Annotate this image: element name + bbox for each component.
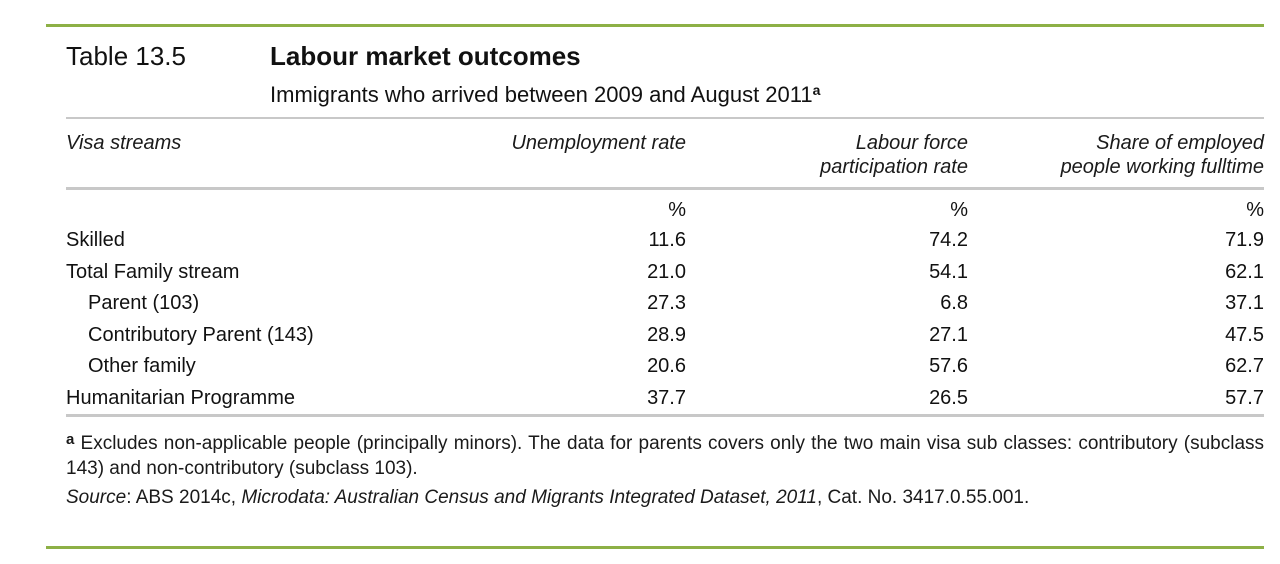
- table-row: Parent (103) 27.3 6.8 37.1: [66, 287, 1264, 319]
- cell-fulltime-share: 37.1: [1225, 292, 1264, 315]
- unit-unemployment: %: [668, 199, 686, 221]
- source-text-start: : ABS 2014c,: [126, 487, 242, 508]
- cell-participation-rate: 74.2: [929, 229, 968, 251]
- cell-unemployment-rate: 37.7: [647, 387, 686, 409]
- source-dataset-title: Microdata: Australian Census and Migrant…: [241, 487, 817, 508]
- footnote: a Excludes non-applicable people (princi…: [66, 427, 1264, 481]
- row-label: Other family: [88, 355, 196, 378]
- column-header-fulltime-line2: people working fulltime: [1060, 156, 1264, 178]
- column-header-participation-line1: Labour force: [855, 132, 968, 154]
- cell-unemployment-rate: 28.9: [647, 323, 686, 346]
- table-title: Labour market outcomes: [270, 41, 581, 71]
- table-row: Skilled 11.6 74.2 71.9: [66, 224, 1264, 256]
- cell-fulltime-share: 57.7: [1225, 387, 1264, 409]
- column-header-participation-line2: participation rate: [820, 156, 968, 178]
- table-row: Other family 20.6 57.6 62.7: [66, 350, 1264, 382]
- cell-fulltime-share: 71.9: [1225, 229, 1264, 251]
- source-label: Source: [66, 487, 127, 508]
- cell-fulltime-share: 62.7: [1225, 355, 1264, 378]
- table-number: Table 13.5: [66, 41, 186, 71]
- cell-unemployment-rate: 20.6: [647, 355, 686, 378]
- body-bottom-rule: [66, 414, 1264, 417]
- subtitle-note-marker: a: [812, 82, 821, 98]
- table-row: Contributory Parent (143) 28.9 27.1 47.5: [66, 319, 1264, 351]
- source-note: Source: ABS 2014c, Microdata: Australian…: [66, 485, 1264, 510]
- cell-participation-rate: 27.1: [929, 323, 968, 346]
- row-label: Humanitarian Programme: [66, 387, 295, 409]
- header-bottom-rule: [66, 187, 1264, 190]
- column-header-fulltime-line1: Share of employed: [1096, 132, 1264, 154]
- subtitle-text: Immigrants who arrived between 2009 and …: [270, 82, 813, 107]
- table-subtitle: Immigrants who arrived between 2009 and …: [270, 82, 820, 108]
- cell-participation-rate: 6.8: [940, 292, 968, 315]
- table-frame: Table 13.5 Labour market outcomes Immigr…: [46, 24, 1264, 549]
- row-label: Total Family stream: [66, 260, 240, 283]
- cell-participation-rate: 57.6: [929, 355, 968, 378]
- cell-unemployment-rate: 11.6: [648, 229, 686, 251]
- column-header-unemployment-rate: Unemployment rate: [511, 132, 686, 154]
- column-header-fulltime-share: Share of employed people working fulltim…: [1061, 131, 1264, 179]
- cell-participation-rate: 54.1: [929, 260, 968, 283]
- cell-fulltime-share: 47.5: [1225, 323, 1264, 346]
- table-row: Total Family stream 21.0 54.1 62.1: [66, 256, 1264, 288]
- footnote-marker: a: [66, 431, 75, 448]
- row-label: Skilled: [66, 229, 125, 251]
- header-top-rule: [66, 117, 1264, 119]
- unit-participation: %: [950, 199, 968, 221]
- cell-fulltime-share: 62.1: [1225, 260, 1264, 283]
- cell-unemployment-rate: 27.3: [647, 292, 686, 315]
- column-header-visa-streams: Visa streams: [66, 132, 182, 154]
- cell-unemployment-rate: 21.0: [647, 260, 686, 283]
- source-text-end: , Cat. No. 3417.0.55.001.: [816, 487, 1030, 508]
- table-row: Humanitarian Programme 37.7 26.5 57.7: [66, 382, 1264, 414]
- unit-fulltime: %: [1246, 199, 1264, 221]
- column-header-participation-rate: Labour force participation rate: [820, 131, 968, 179]
- row-label: Contributory Parent (143): [88, 323, 314, 346]
- cell-participation-rate: 26.5: [929, 387, 968, 409]
- footnote-text: Excludes non-applicable people (principa…: [66, 433, 1265, 479]
- row-label: Parent (103): [88, 292, 200, 315]
